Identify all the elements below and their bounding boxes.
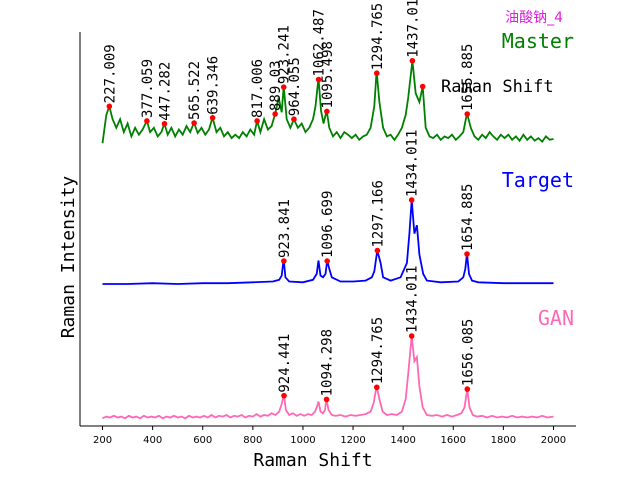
- peak-marker: [281, 392, 287, 399]
- peak-marker: [161, 120, 168, 127]
- x-tick-label: 1400: [390, 435, 415, 446]
- x-tick-label: 1200: [340, 435, 365, 446]
- peak-label: 1656.085: [460, 319, 476, 386]
- axes: [79, 32, 576, 427]
- peak-label: 1096.699: [320, 191, 336, 258]
- x-tick-label: 800: [243, 435, 262, 446]
- peak-label: 1297.166: [370, 180, 386, 247]
- peak-label: 377.059: [140, 59, 156, 118]
- x-tick-label: 600: [193, 435, 212, 446]
- x-tick-label: 2000: [541, 435, 566, 446]
- peak-marker: [373, 384, 380, 391]
- peak-marker: [323, 396, 330, 403]
- x-ticks: 200 400 600 800 1000 1200 1400 1600 1800 2000: [93, 426, 566, 446]
- series-label: GAN: [538, 306, 574, 330]
- series-line: [102, 199, 554, 285]
- peak-marker: [408, 197, 415, 203]
- peak-marker: [106, 103, 113, 110]
- peak-marker: [315, 76, 322, 83]
- peak-marker: [324, 108, 330, 115]
- peak-label: 227.009: [102, 44, 118, 103]
- peak-marker: [373, 70, 380, 76]
- series-line: [102, 335, 554, 420]
- peak-marker: [464, 251, 470, 257]
- peak-label: 639.346: [206, 56, 222, 115]
- peak-label: 1434.011: [405, 266, 421, 333]
- series-gan: 924.441 1094.298 1294.765 1434.011 1656.085 G…: [102, 266, 574, 420]
- peak-label: 923.241: [277, 25, 293, 84]
- peak-label: 1437.012: [405, 0, 421, 58]
- peak-marker: [209, 114, 216, 121]
- peak-marker: [281, 258, 287, 264]
- peak-label: 889.03: [268, 60, 284, 111]
- series-line: [101, 60, 554, 144]
- peak-label: 1654.885: [460, 184, 476, 251]
- peak-label: 565.522: [187, 61, 203, 120]
- peak-marker: [408, 333, 415, 339]
- peak-label: 964.055: [287, 57, 303, 116]
- peak-label: 817.006: [250, 59, 266, 118]
- chart-title: 油酸钠_4: [505, 10, 563, 26]
- peak-marker: [280, 84, 287, 90]
- peak-label: 1095.498: [320, 41, 336, 108]
- peak-label: 1655.885: [460, 44, 476, 111]
- series-label: Master: [502, 29, 574, 53]
- series-target: 923.841 1096.699 1297.166 1434.011 1654.885 T…: [102, 130, 574, 285]
- peak-marker: [254, 118, 260, 124]
- x-tick-label: 1800: [491, 435, 516, 446]
- peak-label: 447.282: [157, 62, 173, 121]
- peak-label: 924.441: [277, 334, 293, 393]
- series-label: Target: [502, 168, 574, 192]
- peak-marker: [464, 386, 471, 392]
- x-axis-title: Raman Shift: [253, 450, 372, 471]
- x-tick-label: 200: [93, 435, 112, 446]
- peak-label: 1062.487: [312, 9, 328, 76]
- peak-marker: [409, 57, 416, 64]
- series-master: 227.009 377.059 447.282 565.522 639.346 817.0…: [101, 0, 574, 144]
- peak-label: 1294.765: [370, 3, 386, 70]
- y-axis-title: Raman Intensity: [58, 176, 79, 339]
- peak-label: 923.841: [277, 199, 293, 258]
- peak-marker: [272, 111, 278, 117]
- peak-label: 1094.298: [320, 329, 336, 396]
- chart-annotation: Raman Shift: [441, 77, 554, 97]
- peak-marker: [191, 120, 197, 126]
- peak-marker: [464, 111, 471, 117]
- x-tick-label: 1600: [441, 435, 466, 446]
- x-tick-label: 1000: [290, 435, 315, 446]
- peak-label: 1294.765: [370, 317, 386, 384]
- peak-marker: [144, 118, 150, 124]
- peak-marker: [374, 247, 381, 254]
- series-group: 227.009 377.059 447.282 565.522 639.346 817.0…: [101, 0, 574, 420]
- peak-marker: [419, 83, 426, 90]
- peak-marker: [324, 258, 330, 264]
- x-tick-label: 400: [143, 435, 162, 446]
- peak-label: 1434.011: [405, 130, 421, 197]
- peak-marker: [291, 116, 297, 123]
